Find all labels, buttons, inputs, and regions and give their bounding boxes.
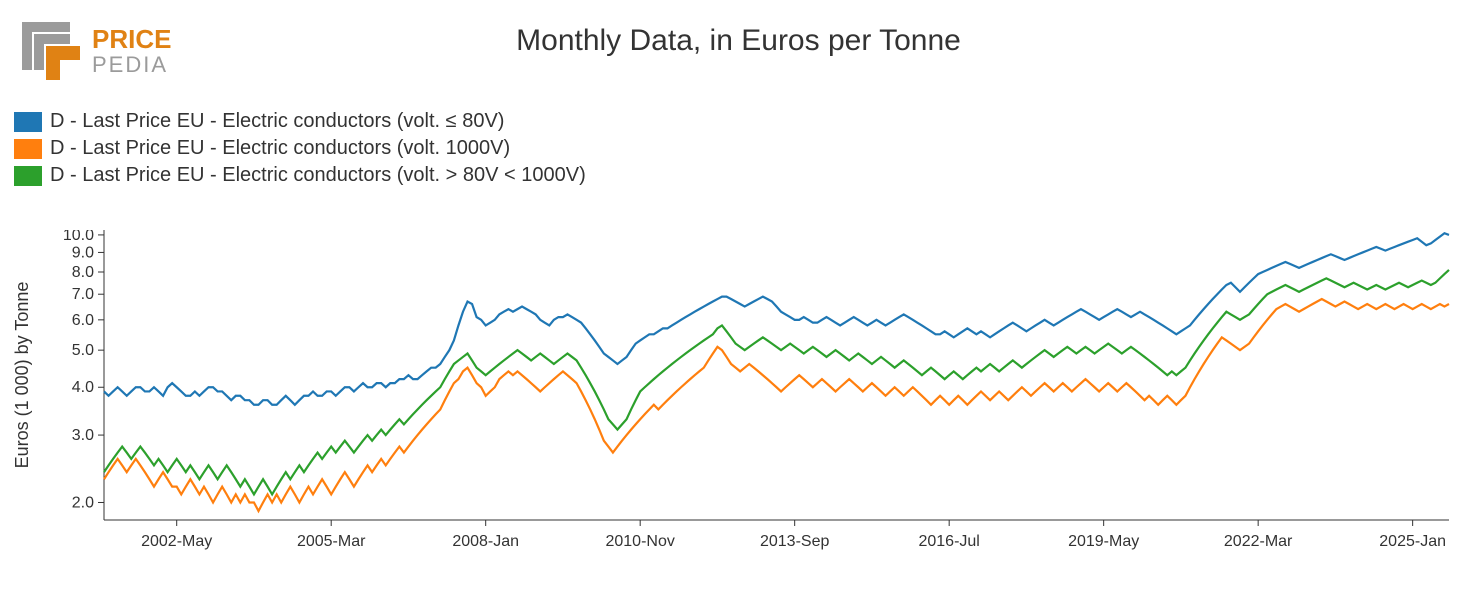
series-line [104,270,1449,494]
svg-text:10.0: 10.0 [63,230,94,244]
legend-label: D - Last Price EU - Electric conductors … [50,164,586,187]
svg-text:2002-May: 2002-May [141,533,212,550]
svg-text:2008-Jan: 2008-Jan [452,533,519,550]
svg-text:3.0: 3.0 [72,427,94,444]
legend-item: D - Last Price EU - Electric conductors … [14,137,586,160]
svg-text:2022-Mar: 2022-Mar [1224,533,1293,550]
svg-text:6.0: 6.0 [72,312,94,329]
line-chart: 2.0 3.0 4.0 5.0 6.0 7.0 8.0 9.010.0 Euros (1 000… [0,230,1477,600]
svg-text:4.0: 4.0 [72,379,94,396]
legend-item: D - Last Price EU - Electric conductors … [14,110,586,133]
legend-label: D - Last Price EU - Electric conductors … [50,110,504,133]
series-line [104,299,1449,511]
svg-text:9.0: 9.0 [72,244,94,261]
y-axis-label: Euros (1 000) by Tonne [12,282,32,469]
x-axis: 2002-May 2005-Mar 2008-Jan 2010-Nov 2013-Sep… [104,520,1449,550]
svg-text:2005-Mar: 2005-Mar [297,533,366,550]
legend: D - Last Price EU - Electric conductors … [14,110,586,191]
svg-text:2010-Nov: 2010-Nov [605,533,674,550]
legend-item: D - Last Price EU - Electric conductors … [14,164,586,187]
svg-text:8.0: 8.0 [72,264,94,281]
svg-text:2016-Jul: 2016-Jul [918,533,979,550]
chart-title: Monthly Data, in Euros per Tonne [0,24,1477,58]
svg-text:2019-May: 2019-May [1068,533,1139,550]
svg-text:2.0: 2.0 [72,494,94,511]
legend-swatch [14,139,42,159]
svg-text:2025-Jan: 2025-Jan [1379,533,1446,550]
svg-text:5.0: 5.0 [72,342,94,359]
svg-text:2013-Sep: 2013-Sep [760,533,829,550]
legend-swatch [14,112,42,132]
series-line [104,233,1449,405]
svg-text:7.0: 7.0 [72,286,94,303]
y-axis: 2.0 3.0 4.0 5.0 6.0 7.0 8.0 9.010.0 [63,230,104,520]
legend-swatch [14,166,42,186]
legend-label: D - Last Price EU - Electric conductors … [50,137,510,160]
